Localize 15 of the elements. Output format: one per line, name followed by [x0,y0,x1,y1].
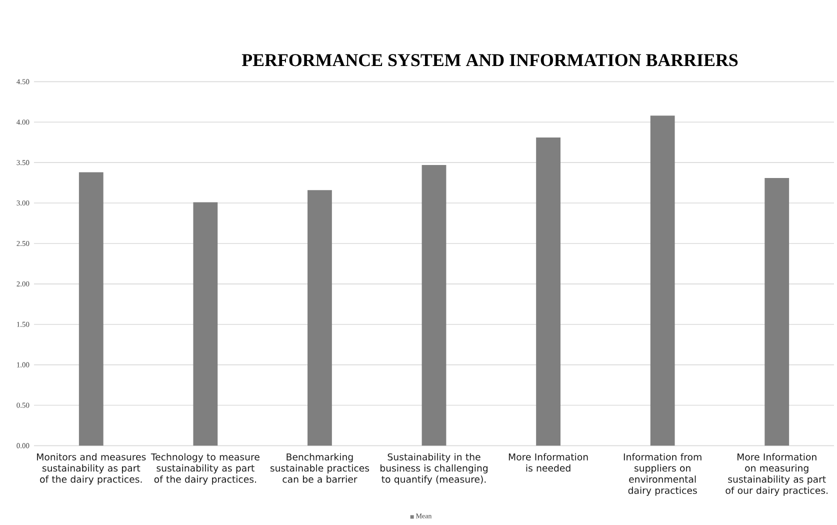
x-tick-label: Monitors and measures sustainability as part of the dairy practices. [37,453,146,485]
bar [764,178,790,446]
bar [78,172,104,446]
x-tick-label: More Information on measuring sustainability as part of our dairy practices. [726,453,828,496]
chart-title: PERFORMANCE SYSTEM AND INFORMATION BARRIERS [242,54,738,66]
x-tick-label: Sustainability in the business is challenging to quantify (measure). [380,453,488,485]
bar [422,165,446,446]
x-tick-label: Technology to measure sustainability as part of the dairy practices. [150,453,260,485]
bar [193,202,218,446]
x-tick-label: Information from suppliers on environmental dairy practices [624,453,702,496]
x-tick-label: Benchmarking sustainable practices can be a barrier [270,453,370,483]
x-tick-label: More Information is needed [508,453,588,472]
bar [536,138,560,446]
bar [308,190,332,446]
bar [650,116,675,446]
